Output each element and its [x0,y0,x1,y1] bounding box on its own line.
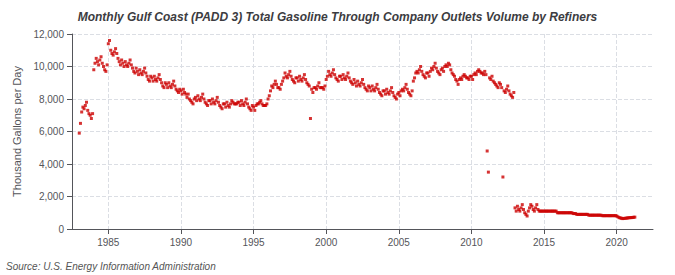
svg-text:2005: 2005 [388,237,411,248]
svg-text:Thousand Gallons per Day: Thousand Gallons per Day [11,66,23,197]
svg-text:6,000: 6,000 [39,126,64,137]
svg-text:Source: U.S. Energy Informatio: Source: U.S. Energy Information Administ… [6,261,216,272]
svg-text:8,000: 8,000 [39,94,64,105]
svg-text:2015: 2015 [533,237,556,248]
svg-text:12,000: 12,000 [33,29,64,40]
svg-text:2010: 2010 [460,237,483,248]
svg-text:0: 0 [58,224,64,235]
svg-text:2,000: 2,000 [39,191,64,202]
svg-text:1985: 1985 [97,237,120,248]
svg-text:2020: 2020 [606,237,629,248]
svg-text:4,000: 4,000 [39,159,64,170]
svg-text:1990: 1990 [170,237,193,248]
svg-text:Monthly Gulf Coast (PADD 3) To: Monthly Gulf Coast (PADD 3) Total Gasoli… [78,10,598,24]
svg-text:10,000: 10,000 [33,61,64,72]
svg-text:2000: 2000 [315,237,338,248]
svg-text:1995: 1995 [242,237,265,248]
